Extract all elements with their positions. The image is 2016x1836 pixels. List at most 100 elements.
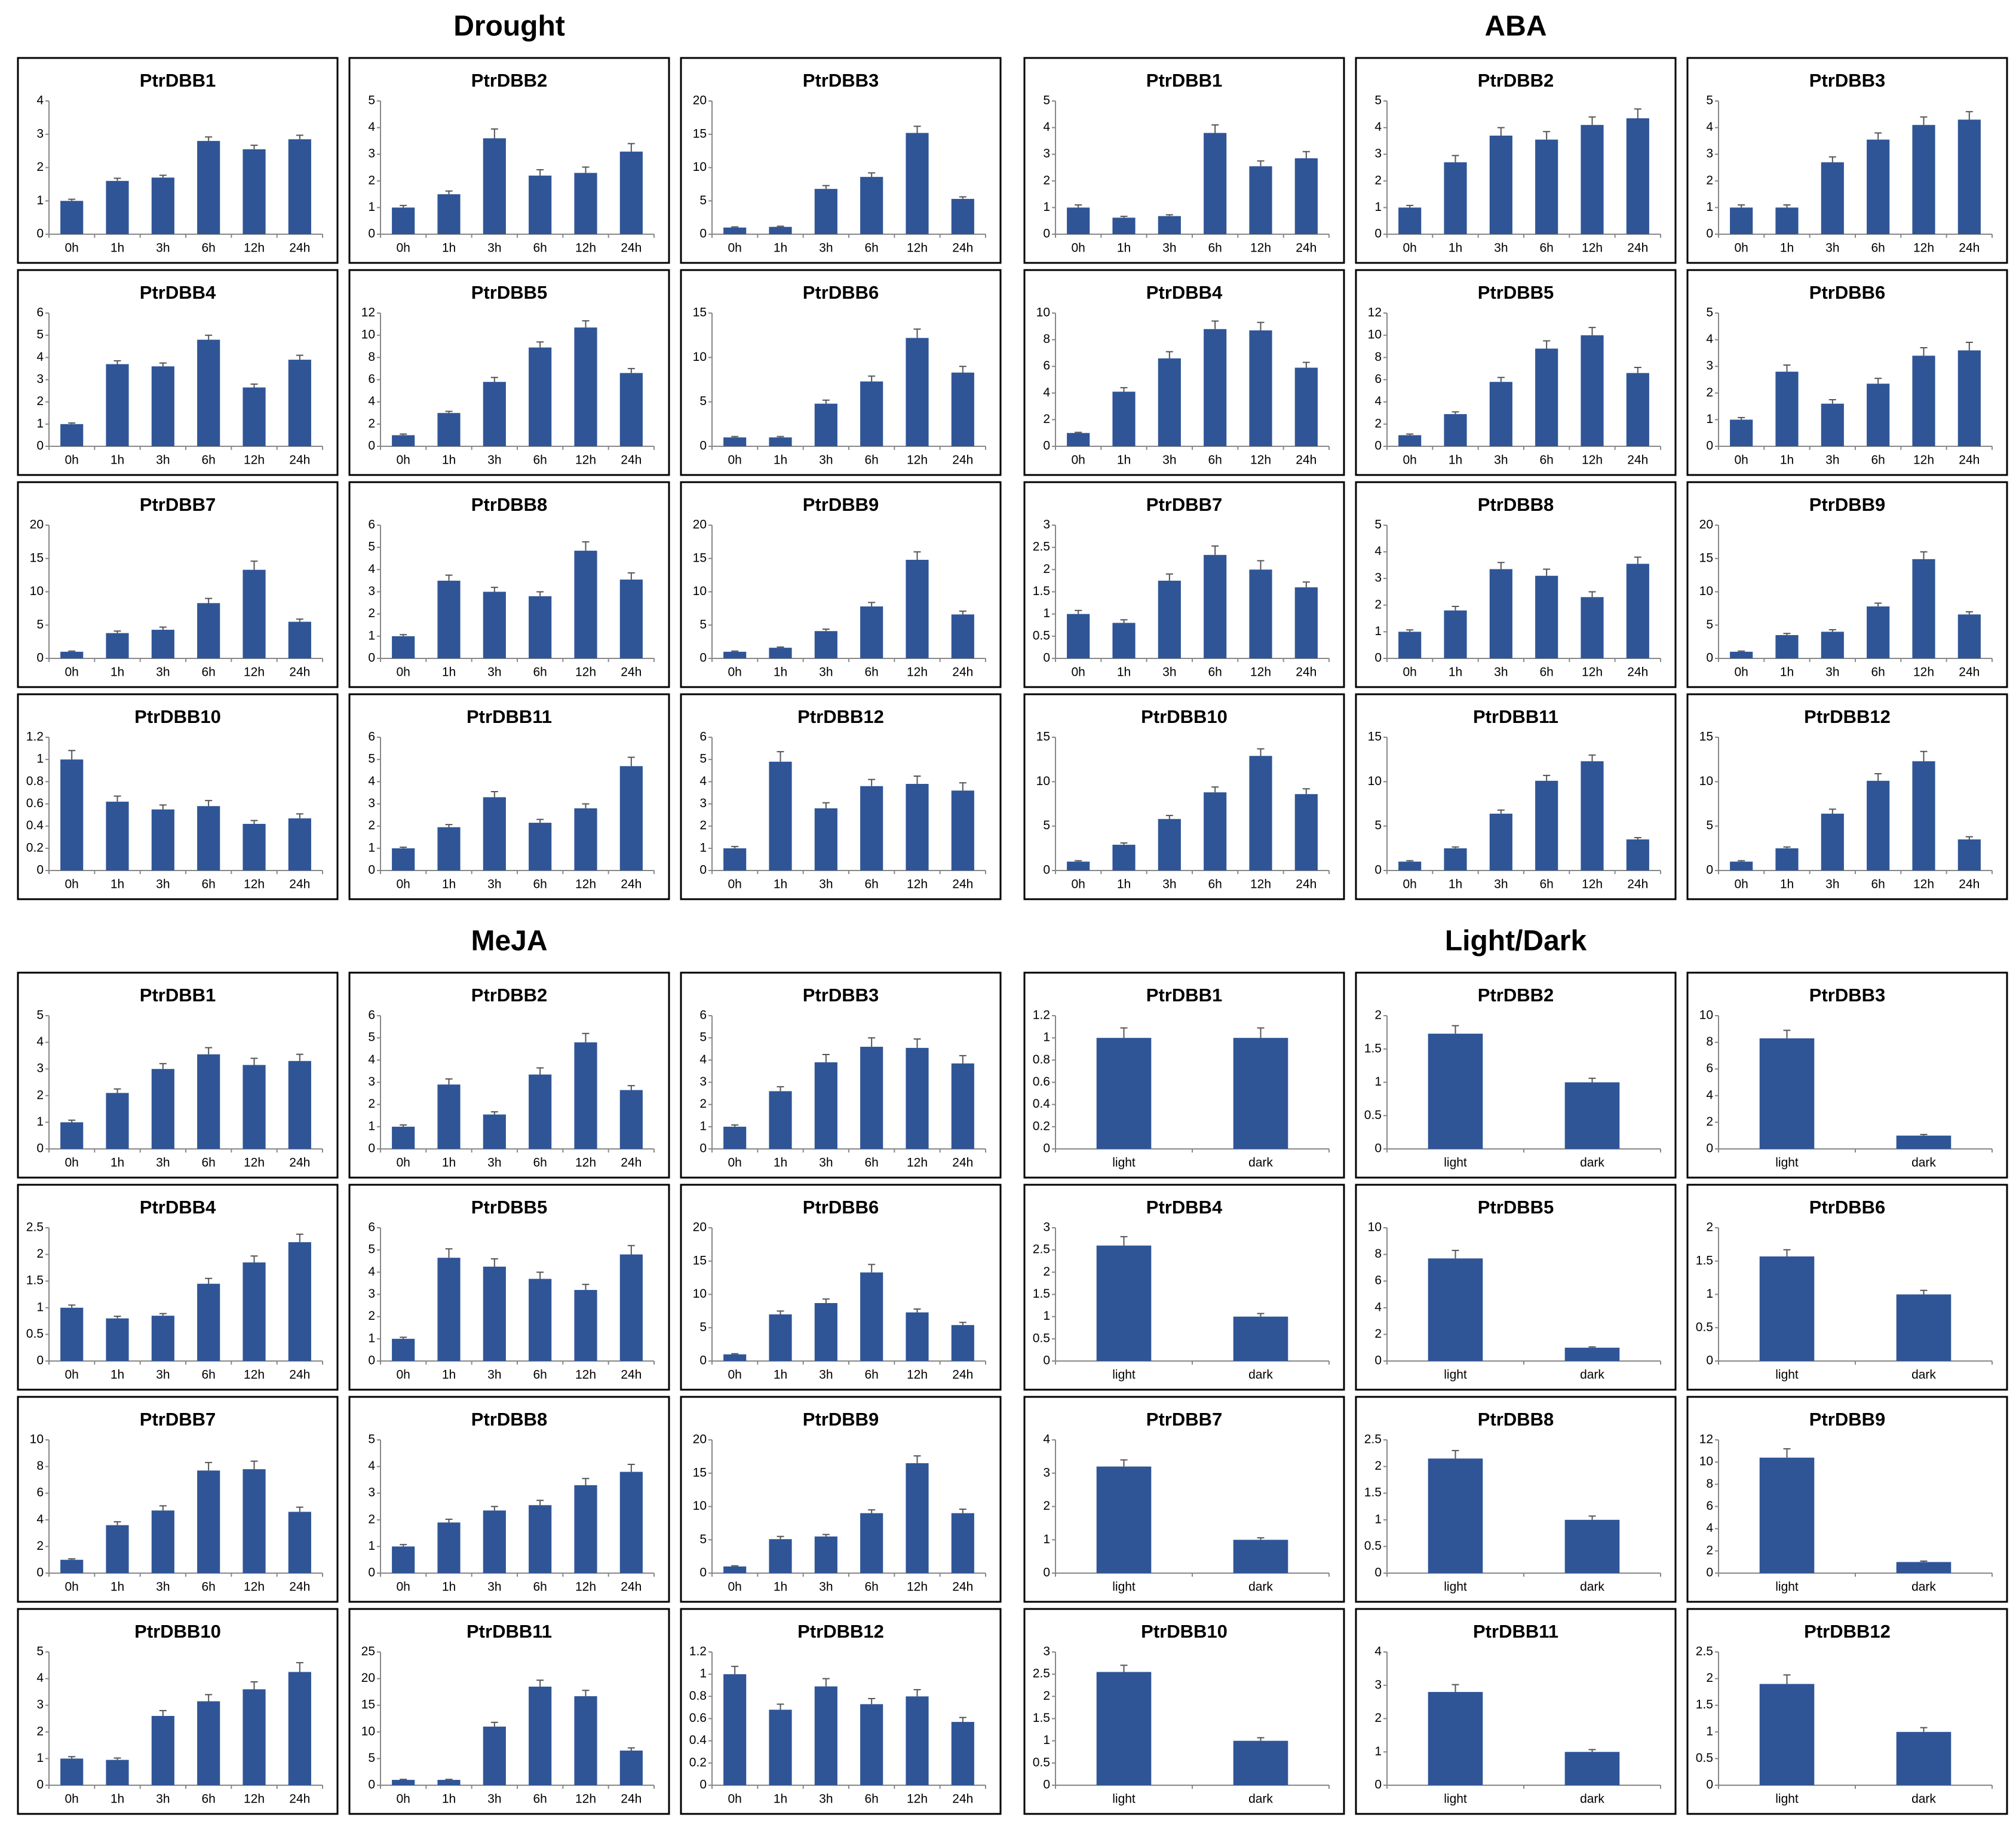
error-bar: [536, 1500, 544, 1506]
y-tick-label: 2: [368, 1309, 375, 1323]
chart-frame: [1686, 1608, 2008, 1815]
y-tick-label: 4: [368, 1459, 375, 1473]
bar: [1730, 419, 1753, 446]
y-tick-label: 3: [1706, 147, 1713, 161]
y-tick-label: 4: [36, 1512, 44, 1526]
error-bar: [159, 174, 167, 178]
bar: [769, 1091, 792, 1149]
x-tick-label: 24h: [1959, 666, 1980, 679]
error-bar: [777, 1310, 784, 1314]
y-tick-label: 6: [368, 1009, 375, 1022]
bar: [483, 1114, 506, 1149]
error-bar: [959, 1055, 966, 1063]
bar: [392, 207, 415, 234]
x-tick-label: 0h: [396, 453, 410, 467]
y-tick-label: 10: [1699, 774, 1713, 788]
bar: [437, 827, 461, 871]
bar: [619, 1472, 643, 1573]
bar: [288, 621, 311, 658]
y-tick-label: 4: [1706, 120, 1713, 134]
x-tick-label: 24h: [952, 1580, 973, 1594]
error-bar: [582, 541, 590, 551]
chart-title: PtrDBB3: [803, 985, 879, 1006]
y-tick-label: 0: [1043, 1354, 1050, 1368]
chart-title: PtrDBB5: [471, 282, 547, 303]
error-bar: [1738, 650, 1745, 652]
bar: [1730, 207, 1753, 234]
x-tick-label: light: [1775, 1368, 1799, 1382]
y-tick-label: 3: [36, 1698, 44, 1712]
x-tick-label: 24h: [289, 453, 310, 467]
y-tick-label: 15: [30, 551, 44, 565]
y-tick-label: 3: [699, 1075, 707, 1089]
bar: [60, 424, 84, 446]
error-bar: [582, 1032, 590, 1043]
y-tick-label: 5: [368, 540, 375, 554]
y-tick-label: 4: [1374, 1645, 1382, 1659]
error-bar: [205, 335, 213, 340]
error-bar: [1543, 131, 1551, 140]
x-tick-label: 12h: [1250, 666, 1271, 679]
error-bar: [68, 1119, 76, 1123]
bar: [1775, 372, 1799, 446]
error-bar: [1075, 609, 1082, 614]
bar: [1096, 1245, 1152, 1361]
x-tick-label: 12h: [907, 878, 928, 891]
y-tick-label: 6: [1706, 1062, 1713, 1075]
x-tick-label: 3h: [487, 1792, 501, 1806]
bar: [951, 198, 974, 234]
y-tick-label: 1: [1706, 412, 1713, 426]
error-bar: [582, 166, 590, 173]
error-bar: [400, 1124, 407, 1127]
bar: [769, 1314, 792, 1361]
x-tick-label: light: [1444, 1368, 1467, 1382]
x-tick-label: 0h: [728, 241, 741, 255]
error-bar: [250, 1255, 258, 1262]
x-tick-label: 0h: [396, 1368, 410, 1382]
bar: [392, 1546, 415, 1573]
bar: [619, 1254, 643, 1361]
x-tick-label: 0h: [1403, 453, 1416, 467]
bar: [106, 1525, 129, 1573]
error-bar: [1075, 860, 1082, 862]
x-tick-label: 1h: [111, 1580, 124, 1594]
chart-title: PtrDBB9: [1809, 1409, 1885, 1430]
bar: [1626, 118, 1649, 234]
error-bar: [1874, 378, 1882, 384]
error-bar: [959, 1322, 966, 1325]
error-bar: [959, 1508, 966, 1513]
y-tick-label: 2: [36, 1088, 44, 1102]
chart-frame: [1686, 971, 2008, 1179]
bar: [1775, 635, 1799, 658]
x-tick-label: 12h: [907, 241, 928, 255]
bar: [1204, 554, 1227, 658]
error-bar: [913, 1455, 921, 1464]
error-bar: [1452, 606, 1459, 611]
x-tick-label: 0h: [728, 1792, 741, 1806]
y-tick-label: 1: [368, 841, 375, 854]
error-bar: [1920, 551, 1928, 559]
chart-title: PtrDBB7: [1146, 1409, 1222, 1430]
y-tick-label: 0.5: [26, 1327, 44, 1341]
y-tick-label: 10: [1368, 1221, 1382, 1234]
x-tick-label: 1h: [774, 1792, 787, 1806]
y-tick-label: 10: [1699, 584, 1713, 598]
bar: [1564, 1082, 1620, 1149]
bar: [243, 1689, 266, 1785]
y-tick-label: 0: [1374, 1354, 1382, 1368]
bar: [1821, 632, 1844, 658]
error-bar: [445, 190, 453, 195]
y-tick-label: 4: [368, 1265, 375, 1279]
y-tick-label: 1.5: [1696, 1253, 1713, 1267]
error-bar: [490, 1258, 498, 1267]
x-tick-label: 1h: [111, 878, 124, 891]
y-tick-label: 0: [1043, 227, 1050, 241]
y-tick-label: 2: [1043, 1499, 1050, 1513]
bar: [574, 1042, 597, 1149]
bar: [1204, 133, 1227, 234]
x-tick-label: 1h: [442, 666, 456, 679]
x-tick-label: 12h: [907, 453, 928, 467]
x-tick-label: dark: [1248, 1156, 1273, 1170]
error-bar: [959, 782, 966, 791]
x-tick-label: 3h: [819, 878, 833, 891]
